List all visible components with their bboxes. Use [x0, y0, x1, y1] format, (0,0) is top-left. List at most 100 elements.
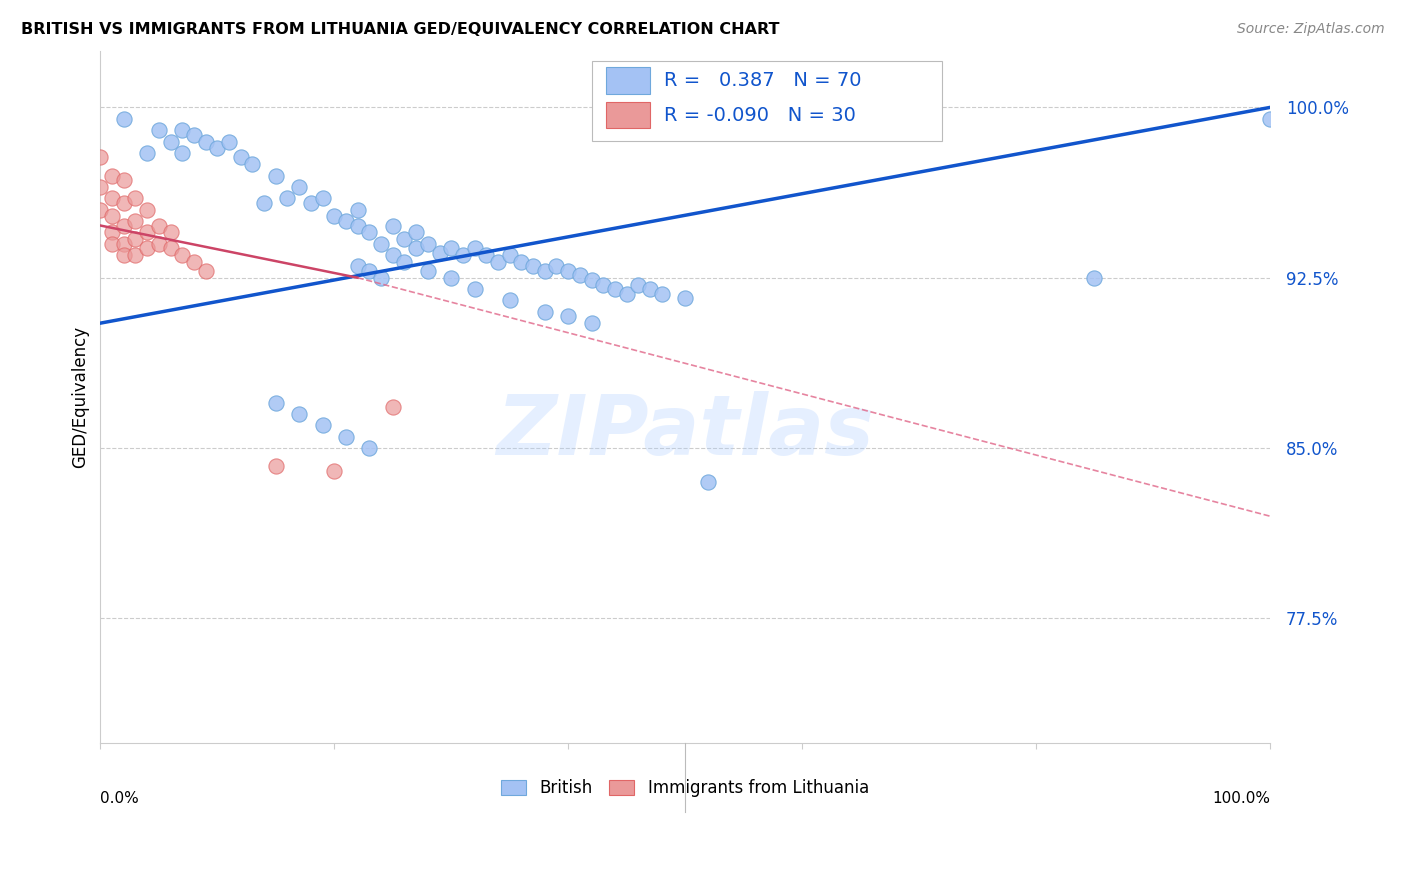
Point	[581, 273, 603, 287]
Point	[651, 286, 673, 301]
Point	[124, 248, 146, 262]
Point	[603, 282, 626, 296]
Point	[183, 128, 205, 142]
Bar	[606, 67, 650, 94]
Point	[405, 225, 427, 239]
Point	[486, 255, 509, 269]
Point	[136, 241, 159, 255]
Point	[89, 180, 111, 194]
Point	[159, 135, 181, 149]
Point	[1258, 112, 1281, 126]
Text: R =   0.387   N = 70: R = 0.387 N = 70	[664, 71, 862, 90]
Point	[359, 264, 381, 278]
Point	[264, 459, 287, 474]
Point	[557, 264, 579, 278]
Point	[172, 248, 194, 262]
Point	[464, 241, 486, 255]
Y-axis label: GED/Equivalency: GED/Equivalency	[72, 326, 89, 468]
Point	[638, 282, 661, 296]
Point	[159, 241, 181, 255]
Point	[288, 180, 311, 194]
Point	[359, 441, 381, 455]
Point	[194, 264, 217, 278]
Point	[346, 219, 368, 233]
Point	[381, 219, 404, 233]
Point	[124, 191, 146, 205]
Point	[323, 210, 346, 224]
Point	[522, 260, 544, 274]
Point	[276, 191, 298, 205]
Point	[533, 264, 555, 278]
Point	[370, 270, 392, 285]
Point	[242, 157, 264, 171]
Point	[451, 248, 474, 262]
Point	[557, 310, 579, 324]
Legend: British, Immigrants from Lithuania: British, Immigrants from Lithuania	[495, 772, 876, 804]
Point	[183, 255, 205, 269]
Point	[381, 400, 404, 414]
Point	[440, 270, 463, 285]
Point	[101, 236, 124, 251]
Point	[394, 232, 416, 246]
Point	[299, 195, 322, 210]
Point	[112, 173, 135, 187]
Point	[136, 202, 159, 217]
Bar	[606, 102, 650, 128]
Point	[112, 219, 135, 233]
Point	[405, 241, 427, 255]
Text: ZIPatlas: ZIPatlas	[496, 391, 875, 472]
Point	[159, 225, 181, 239]
Point	[172, 145, 194, 160]
Point	[112, 236, 135, 251]
Text: BRITISH VS IMMIGRANTS FROM LITHUANIA GED/EQUIVALENCY CORRELATION CHART: BRITISH VS IMMIGRANTS FROM LITHUANIA GED…	[21, 22, 779, 37]
Point	[136, 225, 159, 239]
Point	[381, 248, 404, 262]
Point	[616, 286, 638, 301]
Point	[370, 236, 392, 251]
Point	[416, 236, 439, 251]
Point	[253, 195, 276, 210]
Point	[101, 210, 124, 224]
Point	[592, 277, 614, 292]
Point	[136, 145, 159, 160]
Point	[475, 248, 498, 262]
Point	[323, 464, 346, 478]
Point	[498, 248, 520, 262]
Point	[89, 150, 111, 164]
Point	[394, 255, 416, 269]
Point	[264, 395, 287, 409]
Point	[568, 268, 591, 283]
Point	[112, 112, 135, 126]
Point	[124, 232, 146, 246]
Point	[464, 282, 486, 296]
Point	[346, 202, 368, 217]
FancyBboxPatch shape	[592, 61, 942, 141]
Point	[101, 169, 124, 183]
Text: 100.0%: 100.0%	[1212, 791, 1270, 806]
Point	[498, 293, 520, 308]
Point	[1083, 270, 1105, 285]
Point	[148, 123, 170, 137]
Point	[89, 202, 111, 217]
Point	[148, 236, 170, 251]
Point	[112, 195, 135, 210]
Text: Source: ZipAtlas.com: Source: ZipAtlas.com	[1237, 22, 1385, 37]
Point	[581, 316, 603, 330]
Point	[172, 123, 194, 137]
Point	[101, 225, 124, 239]
Point	[697, 475, 720, 489]
Point	[346, 260, 368, 274]
Point	[101, 191, 124, 205]
Point	[429, 245, 451, 260]
Point	[673, 291, 696, 305]
Point	[207, 141, 229, 155]
Point	[335, 430, 357, 444]
Point	[288, 407, 311, 421]
Text: 0.0%: 0.0%	[100, 791, 139, 806]
Point	[264, 169, 287, 183]
Point	[510, 255, 533, 269]
Point	[311, 418, 333, 433]
Point	[546, 260, 568, 274]
Point	[194, 135, 217, 149]
Point	[112, 248, 135, 262]
